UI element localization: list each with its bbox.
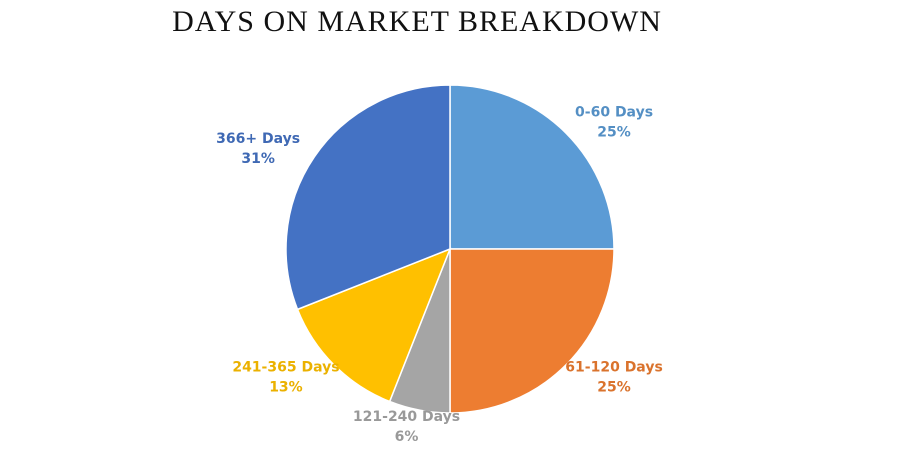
slice-value-label: 31% — [241, 151, 275, 167]
slice-value-label: 6% — [395, 429, 419, 445]
pie-slice — [285, 84, 451, 311]
slice-value-label: 25% — [597, 379, 631, 395]
slice-label: 241-365 Days — [232, 359, 339, 375]
slice-label: 121-240 Days — [353, 409, 460, 425]
pie-slice — [449, 84, 615, 250]
slice-label: 0-60 Days — [575, 105, 653, 121]
chart-title: DAYS ON MARKET BREAKDOWN — [172, 5, 662, 38]
slice-value-label: 13% — [269, 379, 303, 395]
slice-value-label: 25% — [597, 125, 631, 141]
pie-slice — [296, 247, 452, 403]
slice-label: 366+ Days — [216, 131, 300, 147]
slice-label: 61-120 Days — [565, 359, 663, 375]
pie-slice — [449, 248, 615, 414]
